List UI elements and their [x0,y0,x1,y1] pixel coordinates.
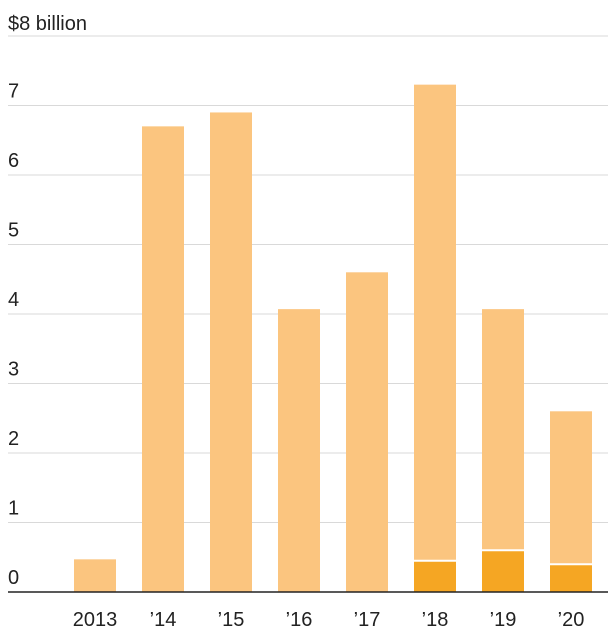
bar-’18-series-0 [414,560,456,592]
y-tick-label: 6 [8,150,19,172]
y-tick-label: 7 [8,81,19,103]
bar-’19-series-0 [482,550,524,592]
bar-’17-series-1 [346,272,388,592]
y-axis-unit-label: $8 billion [8,13,87,35]
y-tick-label: 3 [8,359,19,381]
bar-’14-series-1 [142,126,184,592]
bars [74,84,592,592]
y-tick-labels: 0 1 2 3 4 5 6 7 [8,81,19,590]
x-tick-label: ’19 [490,609,517,631]
bar-’15-series-1 [210,112,252,592]
x-tick-label: ’15 [218,609,245,631]
y-tick-label: 5 [8,220,19,242]
bar-2013-series-1 [74,559,116,592]
y-tick-label: 0 [8,567,19,589]
y-tick-label: 2 [8,428,19,450]
x-tick-label: ’14 [150,609,177,631]
bar-’19-series-1 [482,309,524,551]
x-tick-label: ’17 [354,609,381,631]
x-tick-label: ’20 [558,609,585,631]
x-tick-label: 2013 [73,609,118,631]
bar-’20-series-1 [550,411,592,565]
y-tick-label: 4 [8,289,19,311]
x-tick-label: ’18 [422,609,449,631]
x-tick-label: ’16 [286,609,313,631]
x-tick-labels: 2013 ’14 ’15 ’16 ’17 ’18 ’19 ’20 [73,609,585,631]
bar-’16-series-1 [278,309,320,592]
bar-’20-series-0 [550,564,592,592]
bar-’18-series-1 [414,84,456,561]
y-tick-label: 1 [8,498,19,520]
